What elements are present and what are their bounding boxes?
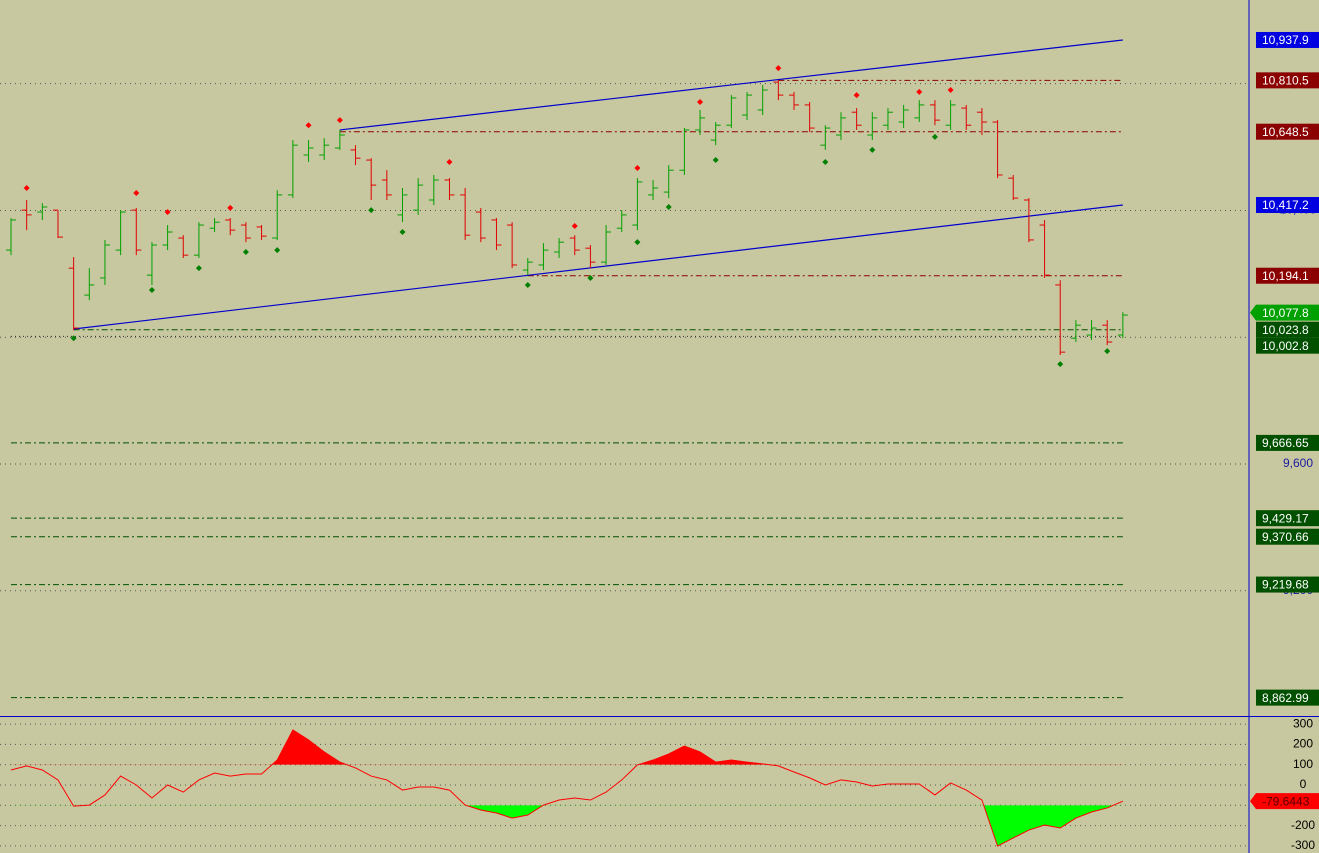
price-tag-label: 10,937.9	[1262, 33, 1309, 47]
channel-line	[339, 39, 1123, 131]
price-tag	[1256, 528, 1319, 545]
y-tick-label: 200	[1293, 737, 1313, 751]
price-tag-label: 9,429.17	[1262, 511, 1309, 525]
price-tag	[1250, 304, 1319, 321]
y-tick-label: 0	[1300, 777, 1307, 791]
buy-signal	[148, 287, 155, 294]
price-tag-label: 10,417.2	[1262, 198, 1309, 212]
oscillator-line	[10, 729, 1124, 847]
sell-signal	[916, 88, 923, 95]
buy-signal	[931, 133, 938, 140]
value-tag-label: -79.6443	[1262, 794, 1310, 808]
sell-signal	[571, 222, 578, 229]
sell-signal	[853, 92, 860, 99]
y-tick-label: 100	[1293, 757, 1313, 771]
price-tag-label: 9,219.68	[1262, 578, 1309, 592]
sell-signal	[164, 209, 171, 216]
sell-signal	[697, 99, 704, 106]
y-tick-label: -300	[1291, 838, 1315, 852]
price-tag-label: 10,002.8	[1262, 339, 1309, 353]
y-tick-label: 300	[1293, 716, 1313, 730]
buy-signal	[822, 158, 829, 165]
sell-signal	[133, 190, 140, 197]
buy-signal	[242, 248, 249, 255]
price-tag-label: 10,810.5	[1262, 74, 1309, 88]
buy-signal	[70, 335, 77, 342]
buy-signal	[1104, 348, 1111, 355]
sell-signal	[947, 87, 954, 94]
price-tag	[1256, 123, 1319, 140]
sell-signal	[336, 117, 343, 124]
price-tag	[1256, 337, 1319, 354]
price-tag-label: 8,862.99	[1262, 691, 1309, 705]
buy-signal	[399, 229, 406, 236]
price-tag-label: 9,370.66	[1262, 530, 1309, 544]
buy-signal	[634, 239, 641, 246]
buy-signal	[869, 146, 876, 153]
price-tag	[1256, 197, 1319, 214]
price-tag	[1256, 689, 1319, 706]
buy-signal	[587, 274, 594, 281]
channel-line	[73, 204, 1123, 330]
price-tag-label: 10,194.1	[1262, 269, 1309, 283]
sell-signal	[634, 164, 641, 171]
buy-signal	[665, 203, 672, 210]
buy-signal	[524, 281, 531, 288]
value-tag	[1250, 793, 1319, 810]
price-tag-label: 10,648.5	[1262, 125, 1309, 139]
price-tag-label: 10,077.8	[1262, 306, 1309, 320]
y-tick-label: 9,600	[1283, 456, 1313, 470]
buy-signal	[195, 265, 202, 272]
price-tag-label: 9,666.65	[1262, 436, 1309, 450]
oversold-fill	[11, 805, 1123, 847]
price-tag	[1256, 321, 1319, 338]
price-tag	[1256, 576, 1319, 593]
price-tag	[1256, 267, 1319, 284]
overbought-fill	[11, 729, 1123, 765]
sell-signal	[23, 184, 30, 191]
price-tag	[1256, 510, 1319, 527]
sell-signal	[305, 122, 312, 129]
buy-signal	[1057, 361, 1064, 368]
price-tag	[1256, 31, 1319, 48]
buy-signal	[368, 207, 375, 214]
y-tick-label: -200	[1291, 818, 1315, 832]
price-tag-label: 10,023.8	[1262, 323, 1309, 337]
price-tag	[1256, 72, 1319, 89]
sell-signal	[446, 158, 453, 165]
sell-signal	[775, 65, 782, 72]
price-tag	[1256, 434, 1319, 451]
buy-signal	[274, 247, 281, 254]
sell-signal	[227, 204, 234, 211]
buy-signal	[712, 157, 719, 164]
